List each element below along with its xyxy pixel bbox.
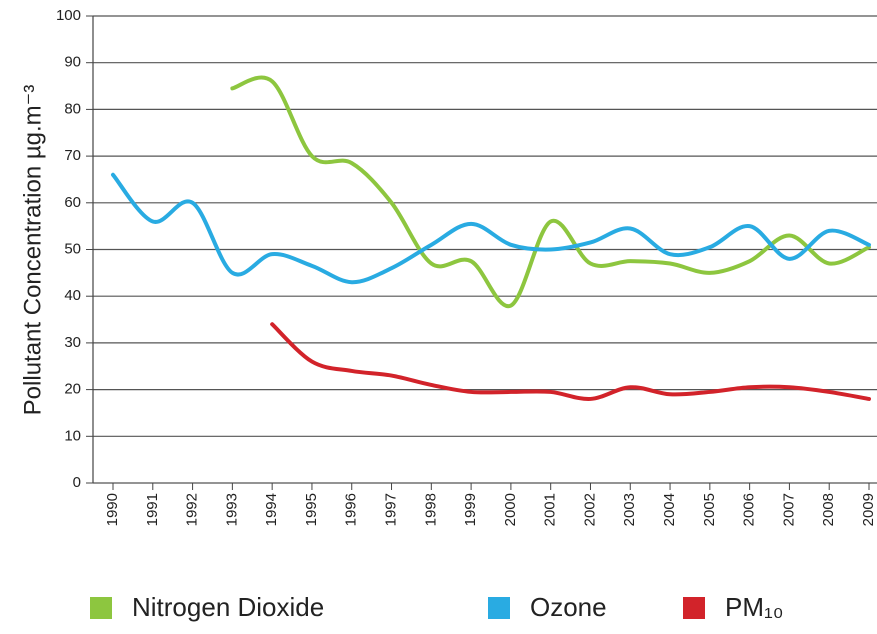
- x-tick-label: 1996: [343, 493, 360, 526]
- x-tick-label: 1994: [263, 493, 280, 526]
- y-tick-label: 100: [56, 7, 81, 24]
- y-tick-label: 50: [64, 240, 81, 257]
- legend-label: Nitrogen Dioxide: [132, 592, 324, 622]
- x-tick-label: 2002: [581, 493, 598, 526]
- x-tick-label: 2005: [701, 493, 718, 526]
- data-line: [270, 322, 871, 401]
- y-tick-label: 30: [64, 334, 81, 351]
- legend-swatch: [683, 597, 705, 619]
- legend-label: PM₁₀: [725, 592, 784, 622]
- x-tick-label: 1993: [223, 493, 240, 526]
- x-tick-label: 2004: [661, 493, 678, 526]
- x-tick-label: 1995: [303, 493, 320, 526]
- x-tick-label: 1992: [184, 493, 201, 526]
- x-tick-label: 1998: [422, 493, 439, 526]
- data-line: [230, 75, 871, 308]
- y-tick-label: 70: [64, 147, 81, 164]
- x-tick-label: 2008: [820, 493, 837, 526]
- x-tick-label: 2003: [621, 493, 638, 526]
- y-tick-label: 0: [73, 474, 81, 491]
- y-tick-label: 80: [64, 100, 81, 117]
- x-tick-label: 2000: [502, 493, 519, 526]
- x-tick-label: 1990: [104, 493, 121, 526]
- x-tick-label: 2006: [741, 493, 758, 526]
- y-tick-label: 20: [64, 381, 81, 398]
- x-tick-label: 1999: [462, 493, 479, 526]
- data-line: [111, 172, 871, 285]
- legend-swatch: [488, 597, 510, 619]
- y-tick-label: 60: [64, 194, 81, 211]
- x-tick-label: 2001: [542, 493, 559, 526]
- legend-label: Ozone: [530, 592, 607, 622]
- x-tick-label: 1991: [144, 493, 161, 526]
- x-tick-label: 2007: [780, 493, 797, 526]
- y-tick-label: 40: [64, 287, 81, 304]
- legend-swatch: [90, 597, 112, 619]
- y-axis-title: Pollutant Concentration µg.m⁻³: [19, 85, 46, 416]
- x-tick-label: 1997: [382, 493, 399, 526]
- y-tick-label: 10: [64, 427, 81, 444]
- x-tick-label: 2009: [860, 493, 877, 526]
- y-tick-label: 90: [64, 54, 81, 71]
